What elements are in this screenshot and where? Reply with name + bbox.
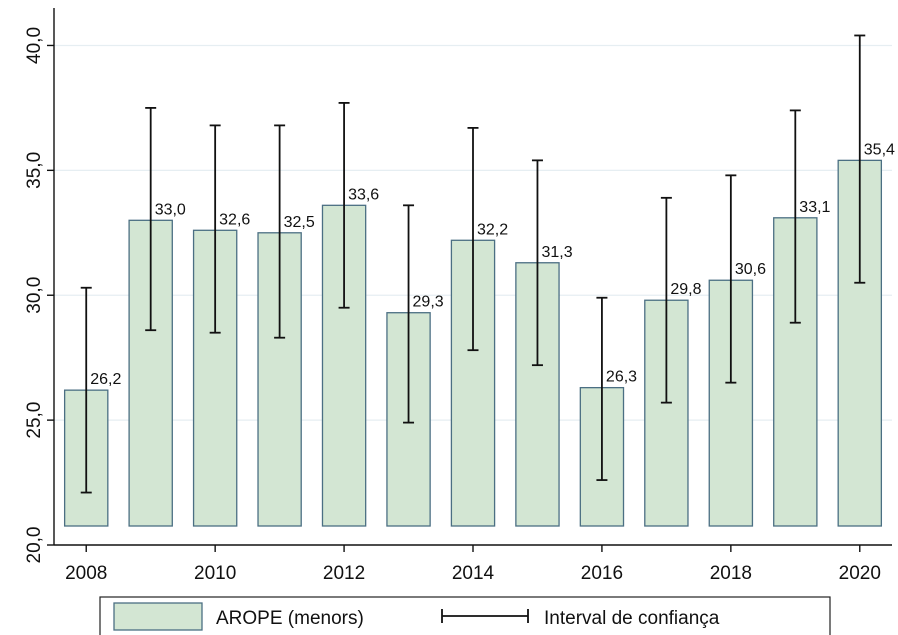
- error-bars: [80, 34, 866, 494]
- data-label-2014: 32,2: [477, 221, 508, 238]
- error-bar-2011: [274, 124, 286, 339]
- data-label-2009: 33,0: [155, 201, 186, 218]
- y-tick-label: 30,0: [24, 277, 45, 314]
- x-tick-label-2020: 2020: [839, 563, 881, 584]
- x-tick-label-2012: 2012: [323, 563, 365, 584]
- data-labels: 26,2 33,0 32,6 32,5 33,6 29,3 32,2 31,3 26,3 29,8…: [90, 141, 895, 388]
- data-label-2019: 33,1: [799, 199, 830, 216]
- data-label-2012: 33,6: [348, 186, 379, 203]
- error-bar-2013: [403, 204, 415, 424]
- legend-label-errorbar: Interval de confiança: [544, 608, 720, 629]
- data-label-2017: 29,8: [670, 281, 701, 298]
- data-label-2018: 30,6: [735, 261, 766, 278]
- data-label-2016: 26,3: [606, 369, 637, 386]
- y-tick-label: 25,0: [24, 402, 45, 439]
- y-tick-label: 40,0: [24, 27, 45, 64]
- error-bar-2009: [145, 107, 157, 332]
- data-label-2013: 29,3: [413, 294, 444, 311]
- data-label-2011: 32,5: [284, 214, 315, 231]
- error-bar-2020: [854, 34, 866, 284]
- error-bar-2012: [338, 102, 350, 309]
- legend: AROPE (menors) Interval de confiança: [99, 596, 831, 635]
- data-label-2010: 32,6: [219, 211, 250, 228]
- error-bar-2008: [80, 286, 92, 494]
- axes: 20,0 25,0 30,0 35,0 40,0 2008 2010 2012 2014 2016…: [24, 8, 892, 584]
- x-tick-label-2018: 2018: [710, 563, 752, 584]
- error-bar-2019: [789, 109, 801, 324]
- legend-swatch-errorbar: [441, 609, 529, 623]
- error-bar-2015: [531, 159, 543, 367]
- data-label-2008: 26,2: [90, 371, 121, 388]
- x-tick-label-2014: 2014: [452, 563, 495, 584]
- error-bar-2010: [209, 124, 221, 334]
- legend-label-series: AROPE (menors): [216, 608, 364, 629]
- data-label-2020: 35,4: [864, 141, 895, 158]
- y-tick-label: 35,0: [24, 152, 45, 189]
- x-tick-label-2010: 2010: [194, 563, 236, 584]
- error-bar-2018: [725, 174, 737, 384]
- error-bar-2017: [660, 196, 672, 404]
- error-bar-2014: [467, 126, 479, 352]
- x-tick-label-2016: 2016: [581, 563, 623, 584]
- error-bar-2016: [596, 296, 608, 481]
- y-tick-label: 20,0: [24, 527, 45, 564]
- legend-swatch-bar: [113, 602, 203, 631]
- data-label-2015: 31,3: [541, 244, 572, 261]
- x-tick-label-2008: 2008: [65, 563, 107, 584]
